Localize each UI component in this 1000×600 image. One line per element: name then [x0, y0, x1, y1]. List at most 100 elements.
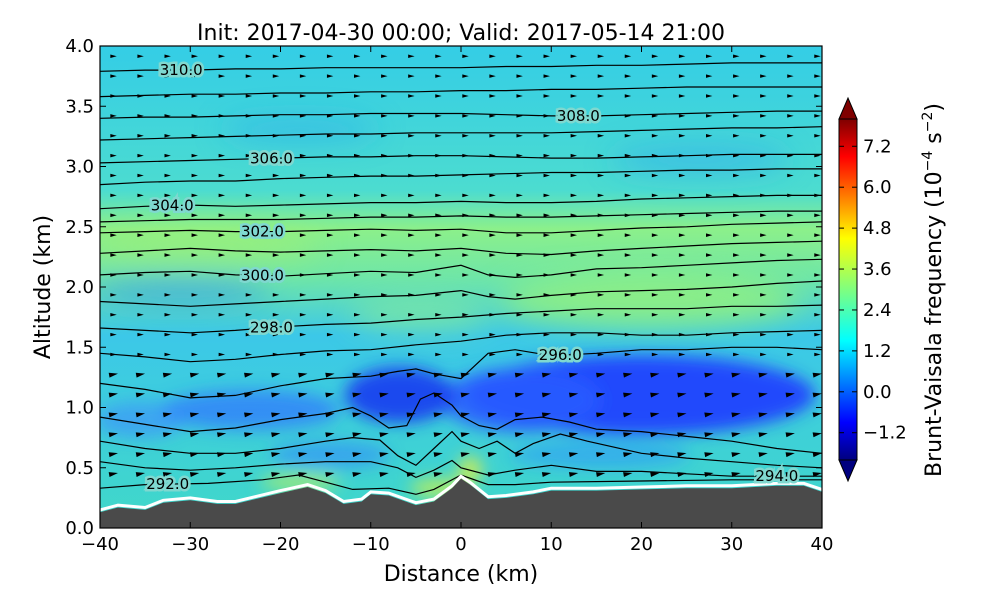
wind-arrow: [245, 193, 253, 198]
wind-arrow: [705, 332, 713, 337]
wind-arrow: [570, 173, 578, 178]
wind-arrow: [408, 352, 415, 357]
wind-arrow: [299, 332, 307, 337]
wind-arrow: [489, 153, 496, 158]
wind-arrow: [191, 193, 198, 198]
wind-arrow: [651, 352, 659, 357]
wind-arrow: [406, 472, 416, 477]
wind-arrow: [298, 472, 308, 477]
wind-arrow: [381, 74, 388, 78]
wind-arrow: [514, 412, 525, 418]
x-tick-label: 40: [811, 534, 834, 555]
wind-arrow: [758, 372, 768, 378]
wind-arrow: [137, 74, 144, 78]
wind-arrow: [164, 312, 171, 317]
wind-arrow: [218, 293, 226, 297]
wind-arrow: [787, 74, 794, 78]
wind-arrow: [271, 372, 281, 378]
wind-arrow: [677, 472, 687, 477]
wind-arrow: [489, 352, 496, 357]
wind-arrow: [568, 452, 579, 458]
wind-arrow: [354, 293, 361, 297]
wind-arrow: [489, 253, 496, 257]
wind-arrow: [460, 372, 470, 378]
colorbar-tick-label: 3.6: [863, 259, 892, 280]
wind-arrow: [218, 134, 226, 138]
wind-arrow: [597, 332, 605, 337]
wind-arrow: [787, 213, 794, 218]
wind-arrow: [678, 153, 686, 158]
wind-arrow: [597, 273, 605, 277]
wind-arrow: [137, 114, 144, 118]
wind-arrow: [272, 273, 280, 277]
wind-arrow: [299, 134, 307, 138]
wind-arrow: [137, 94, 144, 98]
wind-arrow: [191, 293, 198, 297]
wind-arrow: [189, 392, 200, 398]
wind-arrow: [705, 293, 713, 297]
wind-arrow: [489, 273, 496, 277]
wind-arrow: [624, 332, 632, 337]
wind-arrow: [354, 253, 361, 257]
wind-arrow: [516, 54, 523, 59]
wind-arrow: [731, 392, 741, 398]
wind-arrow: [164, 213, 171, 218]
wind-arrow: [352, 392, 362, 398]
wind-arrow: [514, 432, 525, 438]
isentrope-line: [100, 240, 822, 256]
wind-arrow: [354, 213, 361, 218]
wind-arrow: [354, 312, 361, 317]
wind-arrow: [326, 173, 334, 178]
wind-arrow: [137, 273, 144, 277]
wind-arrow: [516, 332, 523, 337]
wind-arrow: [299, 114, 307, 118]
wind-arrow: [596, 432, 606, 438]
wind-arrow: [352, 372, 362, 378]
colorbar-tick-label: 1.2: [863, 341, 892, 362]
wind-arrow: [108, 412, 118, 418]
wind-arrow: [108, 432, 118, 438]
wind-arrow: [408, 114, 415, 118]
terrain-outline: [100, 474, 822, 512]
wind-arrow: [164, 173, 171, 178]
wind-arrow: [731, 432, 741, 438]
wind-arrow: [516, 193, 523, 198]
wind-arrow: [381, 134, 388, 138]
wind-arrow: [460, 392, 470, 398]
wind-arrow: [812, 472, 822, 477]
wind-arrow: [164, 253, 171, 257]
wind-arrow: [462, 213, 469, 218]
wind-arrow: [570, 213, 578, 218]
wind-arrow: [624, 114, 632, 118]
wind-arrow: [516, 312, 523, 317]
wind-arrow: [677, 412, 687, 418]
wind-arrow: [433, 472, 443, 477]
wind-arrow: [191, 273, 198, 277]
wind-arrow: [624, 253, 632, 257]
wind-arrow: [216, 452, 227, 458]
wind-arrow: [568, 372, 579, 378]
wind-arrow: [462, 332, 469, 337]
wind-arrow: [381, 352, 388, 357]
wind-arrow: [352, 472, 362, 477]
x-tick-label: −20: [262, 534, 300, 555]
wind-arrow: [543, 114, 550, 118]
wind-arrow: [516, 74, 523, 78]
wind-arrow: [543, 332, 550, 337]
wind-arrow: [110, 273, 117, 277]
wind-arrow: [354, 193, 361, 198]
wind-arrow: [704, 472, 714, 477]
wind-arrow: [596, 472, 606, 477]
wind-arrow: [814, 74, 821, 78]
wind-arrow: [678, 293, 686, 297]
wind-arrow: [814, 233, 821, 237]
wind-arrow: [787, 253, 794, 257]
colorbar: −1.2 0.0 1.2 2.4 3.6 4.8 6.0 7.2 Brunt-Vaisala …: [838, 96, 947, 483]
isentrope-line: [100, 392, 822, 454]
wind-arrow: [650, 372, 660, 378]
y-tick-label: 4.0: [65, 36, 94, 57]
wind-arrow: [245, 233, 253, 237]
wind-arrow: [705, 54, 713, 59]
wind-arrow: [326, 193, 334, 198]
